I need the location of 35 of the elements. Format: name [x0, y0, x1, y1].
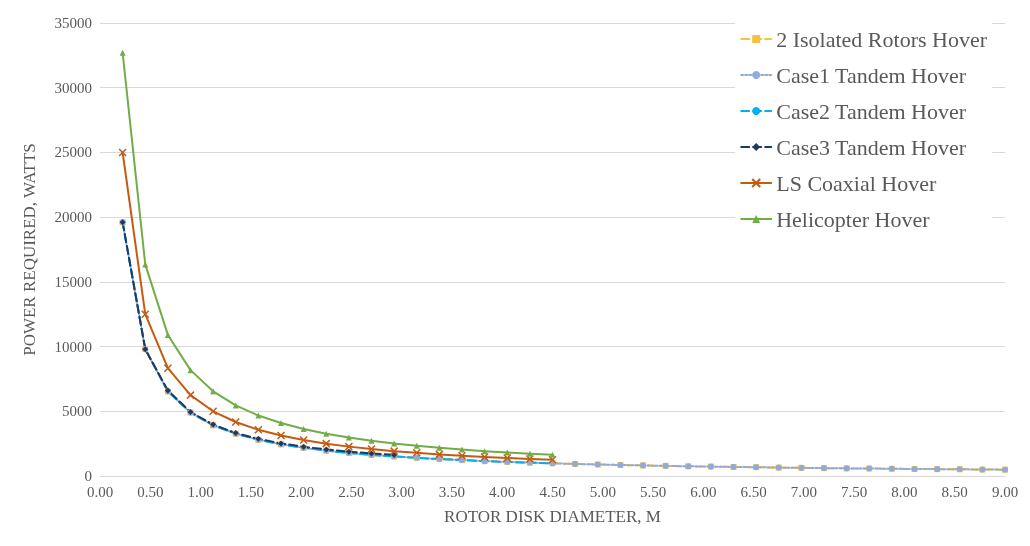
y-tick-label: 30000 — [54, 79, 92, 96]
x-tick-label: 5.00 — [589, 483, 616, 500]
x-tick-label: 6.00 — [690, 483, 717, 500]
y-tick-label: 10000 — [54, 338, 92, 355]
x-tick-label: 4.00 — [489, 483, 516, 500]
x-tick-label: 7.50 — [841, 483, 868, 500]
y-tick-label: 0 — [84, 468, 92, 484]
x-tick-label: 3.50 — [438, 483, 466, 500]
x-tick-label: 9.00 — [991, 483, 1019, 500]
y-tick-label: 35000 — [54, 15, 92, 31]
y-tick-label: 20000 — [54, 209, 92, 226]
x-tick-label: 0.50 — [137, 483, 164, 500]
legend-label: 2 Isolated Rotors Hover — [776, 26, 988, 52]
y-tick-label: 25000 — [54, 144, 92, 161]
legend-label: Helicopter Hover — [776, 206, 931, 232]
x-axis-title: ROTOR DISK DIAMETER, M — [444, 507, 661, 526]
x-tick-label: 5.50 — [639, 483, 667, 500]
y-tick-label: 5000 — [62, 403, 92, 420]
y-axis-title: POWER REQUIRED, WATTS — [20, 143, 39, 356]
x-tick-label: 3.00 — [388, 483, 415, 500]
y-tick-label: 15000 — [54, 273, 92, 290]
x-tick-label: 7.00 — [790, 483, 818, 500]
x-tick-label: 2.00 — [287, 483, 315, 500]
legend-label: Case1 Tandem Hover — [776, 62, 967, 88]
x-tick-label: 8.00 — [891, 483, 918, 500]
legend-label: Case2 Tandem Hover — [776, 98, 967, 124]
x-tick-label: 0.00 — [86, 483, 114, 500]
legend-label: LS Coaxial Hover — [776, 170, 937, 196]
x-tick-label: 4.50 — [539, 483, 566, 500]
legend-label: Case3 Tandem Hover — [776, 134, 967, 160]
x-tick-label: 1.00 — [187, 483, 214, 500]
x-tick-label: 6.50 — [740, 483, 767, 500]
x-tick-label: 2.50 — [338, 483, 365, 500]
x-tick-label: 8.50 — [941, 483, 968, 500]
x-tick-label: 1.50 — [237, 483, 264, 500]
